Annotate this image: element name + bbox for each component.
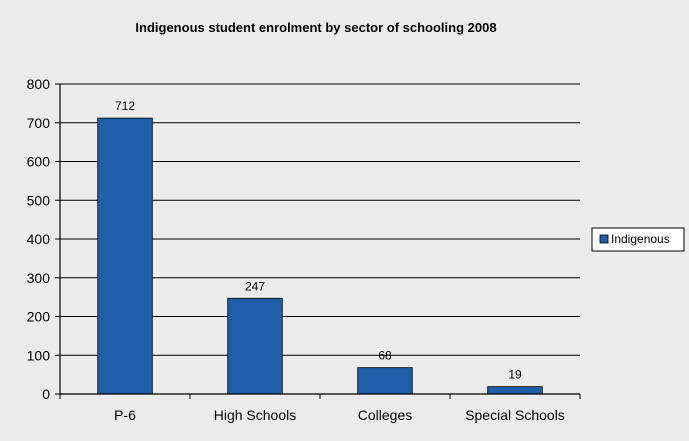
y-tick-label: 800: [27, 76, 51, 92]
y-tick-label: 0: [42, 386, 50, 402]
legend: Indigenous: [591, 227, 685, 252]
x-tick-label: P-6: [114, 407, 136, 423]
legend-box: [591, 227, 685, 252]
y-tick-label: 600: [27, 154, 51, 170]
data-label: 19: [508, 368, 522, 382]
x-tick-label: High Schools: [214, 407, 297, 423]
legend-swatch: [599, 234, 609, 244]
data-label: 68: [378, 349, 392, 363]
bar-colleges: [357, 367, 413, 395]
data-labels: 712 247 68 19: [115, 99, 522, 382]
data-label: 712: [115, 99, 135, 113]
y-tick-label: 300: [27, 270, 51, 286]
data-label: 247: [245, 279, 265, 293]
bar-p-6: [97, 117, 153, 395]
axes: [55, 83, 581, 399]
y-tick-label: 200: [27, 309, 51, 325]
bar-high-schools: [227, 297, 283, 395]
y-tick-label: 400: [27, 231, 51, 247]
x-tick-labels: P-6 High Schools Colleges Special Schools: [114, 407, 565, 423]
x-tick-label: Special Schools: [465, 407, 565, 423]
y-tick-label: 100: [27, 347, 51, 363]
y-tick-label: 500: [27, 192, 51, 208]
y-tick-labels: 0 100 200 300 400 500 600 700 800: [27, 76, 51, 402]
x-tick-label: Colleges: [358, 407, 412, 423]
legend-label: Indigenous: [611, 232, 670, 246]
bar-special-schools: [487, 386, 543, 395]
y-tick-label: 700: [27, 115, 51, 131]
chart-title: Indigenous student enrolment by sector o…: [135, 20, 496, 35]
bars: [97, 117, 543, 395]
